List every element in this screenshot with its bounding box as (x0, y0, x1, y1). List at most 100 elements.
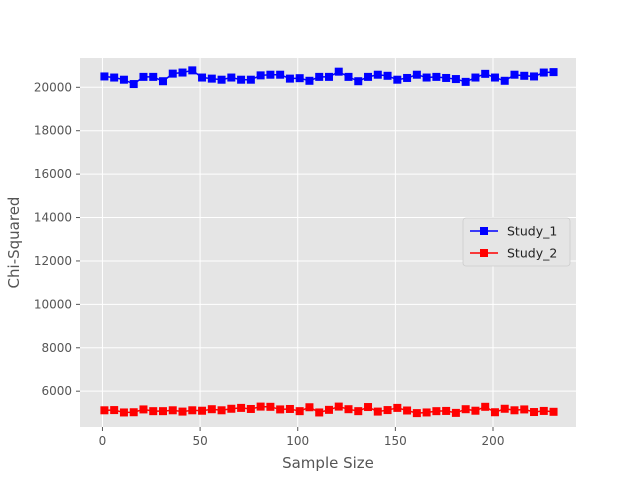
data-point (256, 71, 265, 80)
data-point (481, 402, 490, 411)
x-axis-ticks: 0 50 100 150 200 (99, 427, 505, 448)
legend-entry: Study_1 (470, 224, 557, 239)
legend-entry: Study_2 (470, 246, 557, 261)
data-point (549, 68, 558, 77)
data-point (422, 73, 431, 82)
data-point (490, 73, 499, 82)
data-point (442, 406, 451, 415)
data-point (256, 402, 265, 411)
data-point (305, 403, 314, 412)
data-point (530, 408, 539, 417)
data-point (168, 406, 177, 415)
data-point (110, 406, 119, 415)
data-point (168, 69, 177, 78)
data-point (139, 72, 148, 81)
data-point (188, 66, 197, 75)
legend-box (462, 217, 571, 267)
data-point (119, 75, 128, 84)
y-tick-label: 12000 (34, 254, 72, 268)
data-point (266, 402, 275, 411)
data-point (295, 74, 304, 83)
data-point (149, 407, 158, 416)
data-point (237, 403, 246, 412)
data-point (403, 406, 412, 415)
data-point (422, 408, 431, 417)
data-point (100, 406, 109, 415)
data-point (520, 405, 529, 414)
data-point (461, 77, 470, 86)
data-point (188, 406, 197, 415)
data-point (149, 72, 158, 81)
data-point (139, 405, 148, 414)
data-point (315, 72, 324, 81)
data-point (334, 67, 343, 76)
x-tick-label: 0 (99, 434, 107, 448)
data-point (510, 70, 519, 79)
data-point (354, 77, 363, 86)
data-point (393, 75, 402, 84)
y-axis-ticks: 6000 8000 10000 12000 14000 16000 18000 20000 (34, 80, 80, 398)
data-point (432, 72, 441, 81)
data-point (500, 404, 509, 413)
data-point (364, 403, 373, 412)
data-point (217, 75, 226, 84)
data-point (178, 68, 187, 77)
data-point (100, 72, 109, 81)
data-point (344, 405, 353, 414)
data-point (451, 408, 460, 417)
data-point (285, 74, 294, 83)
data-point (334, 402, 343, 411)
data-point (412, 409, 421, 418)
data-point (481, 69, 490, 78)
y-tick-label: 8000 (41, 341, 72, 355)
data-point (383, 406, 392, 415)
data-point (539, 406, 548, 415)
data-point (530, 72, 539, 81)
data-point (158, 407, 167, 416)
data-point (276, 70, 285, 79)
data-point (393, 403, 402, 412)
data-point (207, 405, 216, 414)
y-tick-label: 10000 (34, 297, 72, 311)
data-point (129, 80, 138, 89)
data-point (178, 407, 187, 416)
data-point (237, 75, 246, 84)
x-axis-label: Sample Size (282, 454, 374, 472)
data-point (373, 407, 382, 416)
data-point (471, 73, 480, 82)
data-point (471, 406, 480, 415)
series-layer (100, 66, 558, 418)
series-study-2 (100, 402, 558, 418)
data-point (315, 408, 324, 417)
grid-lines (80, 58, 576, 427)
legend-marker-study-2 (480, 249, 488, 257)
data-point (412, 70, 421, 79)
y-tick-label: 14000 (34, 211, 72, 225)
data-point (373, 70, 382, 79)
data-point (217, 406, 226, 415)
data-point (510, 406, 519, 415)
data-point (442, 73, 451, 82)
x-tick-label: 200 (482, 434, 505, 448)
data-point (158, 77, 167, 86)
data-point (432, 407, 441, 416)
legend-marker-study-1 (480, 227, 488, 235)
y-tick-label: 6000 (41, 384, 72, 398)
y-tick-label: 16000 (34, 167, 72, 181)
data-point (354, 407, 363, 416)
data-point (198, 73, 207, 82)
data-point (364, 72, 373, 81)
data-point (461, 405, 470, 414)
y-axis-label: Chi-Squared (5, 197, 23, 289)
data-point (344, 72, 353, 81)
legend: Study_1 Study_2 (462, 217, 571, 267)
legend-label-study-2: Study_2 (507, 246, 557, 261)
data-point (549, 407, 558, 416)
x-tick-label: 150 (384, 434, 407, 448)
data-point (129, 408, 138, 417)
data-point (246, 404, 255, 413)
data-point (539, 68, 548, 77)
data-point (266, 70, 275, 79)
data-point (110, 73, 119, 82)
